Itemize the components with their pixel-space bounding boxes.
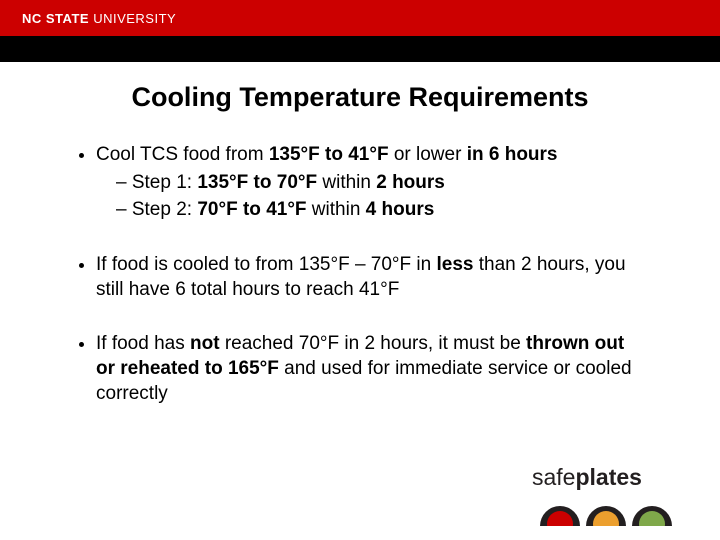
s1-b2: 2 hours (376, 172, 445, 193)
brand-light: UNIVERSITY (89, 11, 176, 26)
s2-b2: 4 hours (366, 199, 435, 220)
bullet-1: Cool TCS food from 135°F to 41°F or lowe… (96, 143, 648, 223)
sub-1: Step 1: 135°F to 70°F within 2 hours (116, 170, 648, 196)
b1-bold1: 135°F to 41°F (269, 144, 389, 165)
b2-bold: less (436, 254, 473, 275)
slide-content: Cooling Temperature Requirements Cool TC… (0, 62, 720, 406)
university-brand: NC STATE UNIVERSITY (22, 11, 176, 26)
sub-2: Step 2: 70°F to 41°F within 4 hours (116, 197, 648, 223)
b1-bold2: in 6 hours (467, 144, 558, 165)
logo-word1: safe (532, 464, 575, 490)
logo-word2: plates (575, 464, 641, 490)
logo-text: safeplates (532, 464, 642, 491)
s2-pre: Step 2: (132, 199, 198, 220)
s1-b1: 135°F to 70°F (197, 172, 317, 193)
s1-pre: Step 1: (132, 172, 198, 193)
bullet-list: Cool TCS food from 135°F to 41°F or lowe… (72, 143, 648, 406)
s2-mid: within (307, 199, 366, 220)
b3-b1: not (190, 333, 220, 354)
sub-list-1: Step 1: 135°F to 70°F within 2 hours Ste… (96, 170, 648, 223)
b2-pre: If food is cooled to from 135°F – 70°F i… (96, 254, 436, 275)
plate-icon-green (632, 506, 672, 526)
s2-b1: 70°F to 41°F (197, 199, 306, 220)
plate-icon-orange (586, 506, 626, 526)
s1-mid: within (317, 172, 376, 193)
b1-mid: or lower (389, 144, 467, 165)
bullet-3: If food has not reached 70°F in 2 hours,… (96, 332, 648, 406)
plate-icon-red (540, 506, 580, 526)
brand-bold: NC STATE (22, 11, 89, 26)
header-blackbar (0, 36, 720, 62)
bullet-2: If food is cooled to from 135°F – 70°F i… (96, 253, 648, 302)
slide-title: Cooling Temperature Requirements (72, 82, 648, 113)
b3-mid: reached 70°F in 2 hours, it must be (220, 333, 526, 354)
b3-pre: If food has (96, 333, 190, 354)
header-bar: NC STATE UNIVERSITY (0, 0, 720, 36)
safeplates-logo: safeplates (532, 462, 692, 526)
logo-plates (540, 506, 672, 526)
b1-pre: Cool TCS food from (96, 144, 269, 165)
